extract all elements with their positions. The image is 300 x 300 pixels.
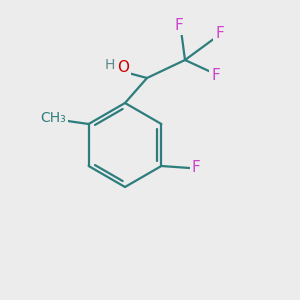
Text: O: O	[117, 61, 129, 76]
Text: F: F	[216, 26, 224, 41]
Text: F: F	[192, 160, 201, 175]
Text: CH₃: CH₃	[40, 111, 65, 125]
Text: F: F	[175, 17, 183, 32]
Text: F: F	[212, 68, 220, 82]
Text: H: H	[105, 58, 115, 72]
